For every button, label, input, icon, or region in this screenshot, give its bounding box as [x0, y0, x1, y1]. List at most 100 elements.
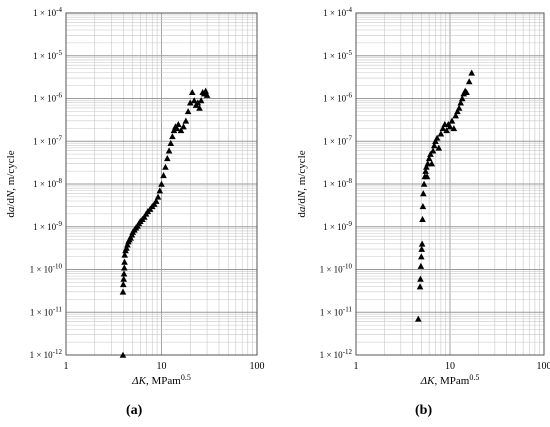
x-tick-label: 1: [64, 361, 69, 372]
y-axis-label: da/dN, m/cycle: [5, 150, 17, 217]
data-point: [163, 154, 171, 162]
chart-panel-a: 1 × 10-12 1 × 10-11 1 × 10-10 1 × 10-9 1 × 1…: [5, 6, 265, 387]
data-point: [428, 160, 436, 167]
y-tick-label: 1 × 10-8: [323, 177, 352, 189]
data-point: [202, 87, 209, 94]
y-tick-label: 1 × 10-12: [30, 348, 63, 360]
data-point: [160, 171, 167, 179]
y-tick-label: 1 × 10-10: [30, 263, 63, 275]
data-point: [452, 112, 460, 119]
data-point: [443, 127, 450, 134]
data-point: [455, 104, 463, 111]
data-point: [158, 180, 165, 187]
data-point: [433, 134, 441, 141]
data-point: [429, 147, 437, 154]
grid-lines: [65, 13, 257, 356]
plot-frame: [355, 12, 545, 356]
data-point: [121, 264, 128, 271]
y-tick-label: 1 × 10-5: [33, 49, 62, 61]
data-point: [418, 240, 426, 247]
data-point: [420, 190, 427, 197]
data-point: [432, 137, 439, 145]
y-tick-label: 1 × 10-6: [323, 92, 352, 104]
data-point: [190, 97, 198, 104]
data-point: [162, 163, 169, 170]
data-point: [184, 108, 192, 115]
data-point: [457, 99, 465, 106]
data-point: [423, 173, 431, 180]
data-point: [448, 117, 456, 124]
data-points: [119, 87, 211, 358]
x-tick-label: 10: [157, 361, 167, 372]
data-point: [120, 275, 128, 282]
data-point: [119, 281, 127, 288]
y-tick-label: 1 × 10-8: [33, 177, 62, 189]
y-tick-label: 1 × 10-7: [33, 134, 62, 146]
data-point: [177, 127, 185, 134]
data-point: [121, 251, 129, 258]
plot-frame: [65, 12, 258, 356]
data-point: [196, 104, 203, 111]
data-point: [175, 120, 182, 128]
data-point: [165, 147, 173, 154]
data-point: [167, 139, 175, 147]
data-point: [197, 97, 205, 104]
y-axis-label: da/dN, m/cycle: [296, 150, 308, 217]
data-point: [188, 88, 196, 96]
data-point: [419, 203, 427, 210]
data-point: [446, 123, 454, 130]
data-point: [465, 78, 473, 85]
y-tick-label: 1 × 10-12: [320, 348, 353, 360]
y-tick-label: 1 × 10-11: [30, 305, 63, 317]
data-point: [152, 197, 160, 204]
data-point: [468, 69, 475, 76]
data-point: [156, 187, 164, 194]
data-point: [458, 95, 466, 102]
data-point: [417, 262, 425, 269]
x-tick-label: 100: [250, 361, 265, 372]
data-point: [119, 288, 127, 295]
data-point: [425, 154, 433, 162]
x-axis-label: ΔK, MPam0.5: [420, 373, 480, 387]
data-point: [439, 125, 447, 132]
data-points: [414, 69, 475, 322]
data-point: [418, 245, 426, 252]
data-point: [454, 108, 461, 115]
y-tick-label: 1 × 10-9: [33, 220, 62, 232]
data-point: [127, 234, 134, 241]
data-point: [180, 123, 187, 130]
data-point: [173, 125, 181, 132]
data-point: [416, 283, 424, 290]
data-point: [463, 88, 470, 96]
panel-caption-a: (a): [126, 403, 143, 418]
y-tick-label: 1 × 10-6: [33, 92, 62, 104]
y-tick-label: 1 × 10-4: [323, 6, 352, 18]
data-point: [422, 167, 429, 174]
data-point: [120, 270, 128, 277]
y-tick-label: 1 × 10-11: [320, 305, 353, 317]
data-point: [182, 117, 190, 124]
data-point: [414, 315, 422, 322]
data-point: [124, 241, 131, 248]
y-tick-label: 1 × 10-5: [323, 49, 352, 61]
x-tick-label: 1: [354, 361, 359, 372]
x-axis-label: ΔK, MPam0.5: [131, 373, 191, 387]
data-point: [154, 193, 162, 200]
data-point: [423, 163, 430, 170]
data-point: [417, 253, 425, 260]
y-tick-label: 1 × 10-10: [320, 263, 353, 275]
y-tick-label: 1 × 10-9: [323, 220, 352, 232]
data-point: [430, 142, 438, 149]
data-point: [435, 144, 443, 151]
data-point: [437, 130, 445, 137]
data-point: [427, 150, 434, 157]
data-point: [121, 258, 128, 265]
y-tick-label: 1 × 10-7: [323, 134, 352, 146]
data-point: [203, 91, 211, 98]
x-tick-label: 10: [445, 361, 455, 372]
chart-panel-b: 1 × 10-12 1 × 10-11 1 × 10-10 1 × 10-9 1 × 1…: [296, 6, 550, 387]
data-point: [169, 133, 176, 140]
x-tick-label: 100: [537, 361, 550, 372]
y-tick-label: 1 × 10-4: [33, 6, 62, 18]
